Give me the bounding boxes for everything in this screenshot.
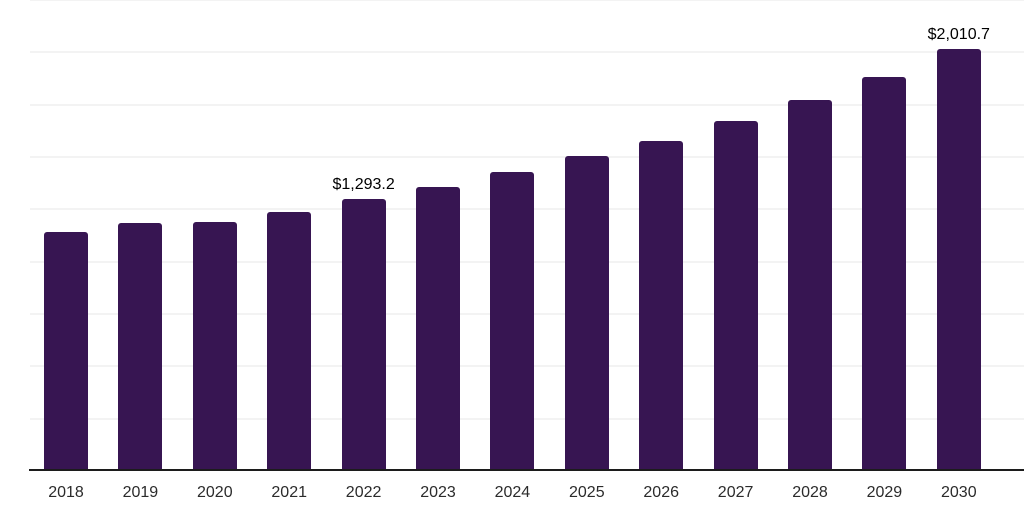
gridline [30, 0, 1024, 1]
x-tick-2024: 2024 [494, 484, 531, 501]
x-tick-2018: 2018 [48, 484, 84, 501]
bar-value-label-2030: $2,010.7 [927, 26, 990, 44]
bar-2029 [862, 77, 907, 470]
bar-2021 [267, 212, 312, 470]
x-tick-2030: 2030 [941, 484, 977, 501]
x-tick-2022: 2022 [345, 484, 382, 501]
x-tick-2020: 2020 [197, 484, 233, 501]
x-tick-2027: 2027 [717, 484, 754, 501]
bar-2023 [416, 187, 460, 470]
bar-2018 [44, 232, 88, 470]
bar-2024 [490, 172, 535, 470]
x-axis-line [29, 469, 1024, 471]
bar-2022 [341, 199, 386, 470]
bar-2020 [192, 222, 237, 470]
bar-2027 [713, 121, 758, 470]
bar-value-label-2022: $1,293.2 [332, 176, 395, 194]
gridline [30, 51, 1024, 54]
bar-2025 [564, 156, 609, 470]
plot-area: $1,293.2 $2,010.7 [30, 0, 1024, 470]
x-axis-labels: 2018 2019 2020 2021 2022 2023 2024 2025 2026 2027… [0, 484, 1024, 504]
bar-2028 [788, 100, 832, 470]
x-tick-2026: 2026 [643, 484, 679, 501]
x-tick-2019: 2019 [122, 484, 159, 501]
x-tick-2021: 2021 [271, 484, 307, 501]
x-tick-2028: 2028 [792, 484, 828, 501]
gridline [30, 103, 1024, 106]
bar-2026 [639, 141, 684, 470]
gridline [30, 155, 1024, 158]
x-tick-2023: 2023 [420, 484, 456, 501]
x-tick-2025: 2025 [569, 484, 605, 501]
bar-2030 [936, 49, 981, 470]
bar-2019 [118, 223, 163, 470]
x-tick-2029: 2029 [866, 484, 903, 501]
